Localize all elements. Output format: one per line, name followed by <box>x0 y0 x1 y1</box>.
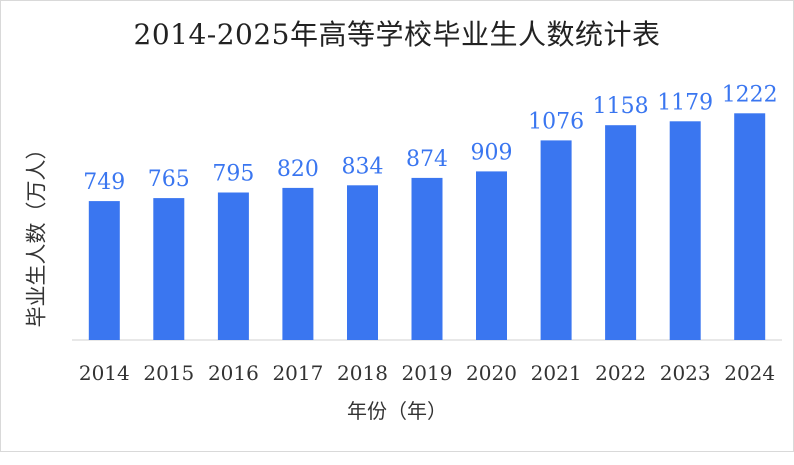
x-tick-label-2021: 2021 <box>531 361 582 385</box>
x-tick-label-2022: 2022 <box>595 361 646 385</box>
bar-2019 <box>411 177 443 340</box>
data-label-2018: 834 <box>342 154 384 179</box>
x-axis-label: 年份（年） <box>347 399 447 423</box>
data-label-2020: 909 <box>471 140 513 165</box>
data-label-2014: 749 <box>83 170 125 195</box>
x-tick-label-2014: 2014 <box>79 361 130 385</box>
x-tick-label-2017: 2017 <box>272 361 323 385</box>
bar-2017 <box>282 187 314 340</box>
bar-2022 <box>605 125 637 340</box>
data-label-2023: 1179 <box>657 90 713 115</box>
bar-2020 <box>476 171 507 340</box>
data-label-2017: 820 <box>277 157 319 182</box>
data-label-2024: 1222 <box>722 82 778 107</box>
data-label-2016: 795 <box>212 162 254 187</box>
x-tick-label-2016: 2016 <box>208 361 259 385</box>
bar-2024 <box>734 113 766 340</box>
bar-2021 <box>540 140 572 340</box>
x-tick-label-2023: 2023 <box>660 361 711 385</box>
bar-2014 <box>88 201 120 340</box>
x-tick-label-2024: 2024 <box>724 361 775 385</box>
x-tick-label-2015: 2015 <box>143 361 194 385</box>
data-label-2021: 1076 <box>528 109 584 134</box>
data-label-2015: 765 <box>148 167 190 192</box>
bar-2018 <box>347 185 378 340</box>
x-tick-label-2018: 2018 <box>337 361 388 385</box>
bar-2016 <box>217 192 249 340</box>
data-label-2019: 874 <box>406 147 448 172</box>
bar-2023 <box>669 121 701 340</box>
chart-frame: 2014-2025年高等学校毕业生人数统计表 毕业生人数（万人） 749 2014… <box>0 0 794 452</box>
bar-chart-plot: 749 2014 765 2015 795 2016 820 2017 834 2018 874 20… <box>72 82 782 385</box>
bar-2015 <box>153 198 185 340</box>
x-tick-label-2020: 2020 <box>466 361 517 385</box>
data-label-2022: 1158 <box>593 94 649 119</box>
chart-title: 2014-2025年高等学校毕业生人数统计表 <box>133 18 661 51</box>
x-tick-label-2019: 2019 <box>402 361 453 385</box>
